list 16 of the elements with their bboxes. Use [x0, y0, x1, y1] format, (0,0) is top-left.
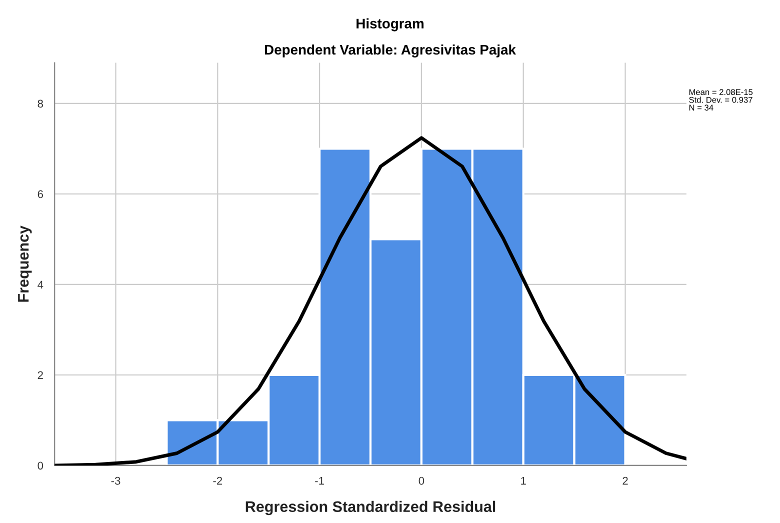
x-axis-title: Regression Standardized Residual [246, 500, 496, 516]
x-tick-label: -2 [213, 476, 222, 485]
y-tick-label: 6 [38, 190, 43, 198]
chart-title: Histogram [356, 18, 424, 32]
y-tick-label: 4 [38, 280, 44, 289]
y-axis-title: Frequency [18, 226, 32, 302]
x-tick-label: -1 [315, 476, 324, 485]
x-tick-label: 2 [622, 476, 628, 485]
y-tick-label: 0 [38, 462, 44, 470]
text: Mean = 2.08E-15 Std. Dev. = 0.937 N = 34 [689, 89, 753, 111]
y-tick-label: 2 [38, 371, 43, 379]
y-tick-label: 8 [38, 100, 44, 108]
x-tick-label: 1 [521, 476, 526, 485]
x-tick-label: -3 [111, 476, 120, 485]
x-tick-label: 0 [418, 476, 424, 485]
chart-subtitle: Dependent Variable: Agresivitas Pajak [264, 44, 516, 58]
